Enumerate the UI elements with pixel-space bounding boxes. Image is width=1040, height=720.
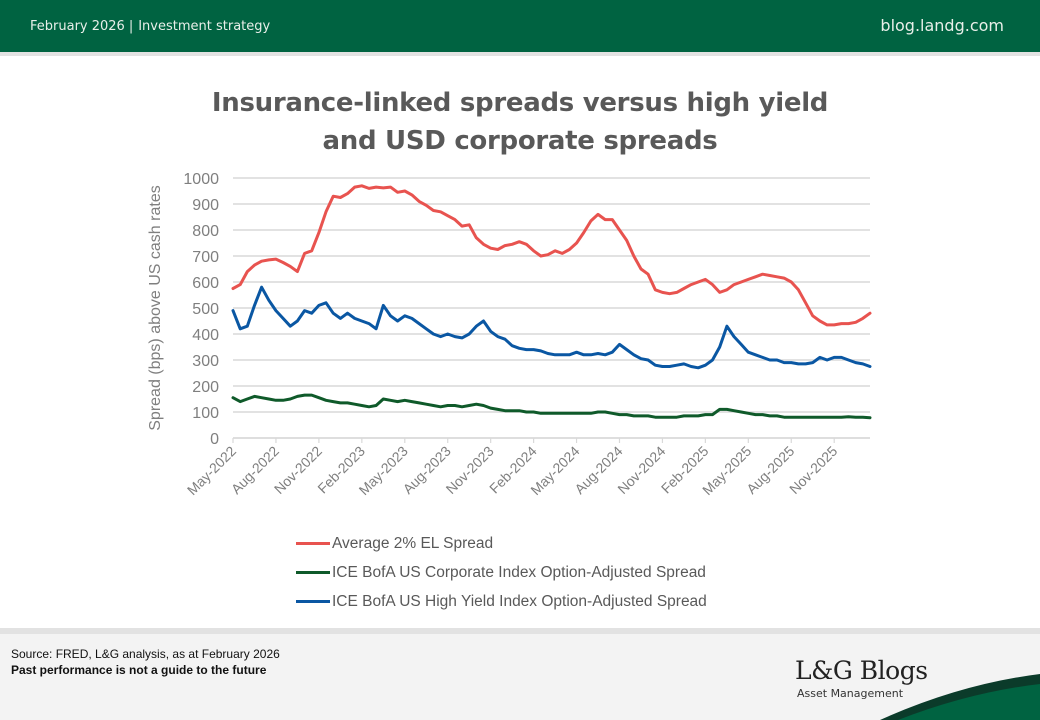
- y-tick-label: 600: [192, 275, 219, 292]
- chart-title-line-2: and USD corporate spreads: [322, 126, 718, 156]
- y-axis-ticks: 0 100 200 300 400 500 600 700 800 900 1000: [183, 171, 219, 448]
- y-tick-label: 400: [192, 327, 219, 344]
- header-date: February 2026: [30, 19, 125, 34]
- gridlines: [233, 177, 870, 439]
- brand-logo[interactable]: L&G Blogs: [795, 656, 928, 685]
- y-tick-label: 100: [192, 405, 219, 422]
- y-tick-label: 1000: [183, 171, 219, 188]
- chart-title-line-1: Insurance-linked spreads versus high yie…: [211, 88, 829, 118]
- brand-swoosh-graphic: [880, 674, 1040, 720]
- legend-swatch-corporate: [296, 571, 330, 574]
- legend-swatch-high-yield: [296, 600, 330, 603]
- series-lines: [231, 184, 872, 420]
- header-category[interactable]: Investment strategy: [138, 19, 271, 34]
- chart-legend: Average 2% EL Spread ICE BofA US Corpora…: [296, 529, 707, 616]
- footer: Source: FRED, L&G analysis, as at Februa…: [0, 634, 1040, 720]
- x-tick-label: Nov-2025: [786, 443, 840, 497]
- header-divider: [0, 52, 1040, 56]
- y-tick-label: 0: [210, 431, 219, 448]
- x-axis-ticks: May-2022Aug-2022Nov-2022Feb-2023May-2023…: [184, 438, 840, 498]
- y-tick-label: 800: [192, 223, 219, 240]
- series-line-el-spread: [231, 184, 872, 327]
- legend-item-el-spread[interactable]: Average 2% EL Spread: [296, 529, 707, 558]
- legend-swatch-el-spread: [296, 542, 330, 545]
- y-tick-label: 500: [192, 301, 219, 318]
- y-tick-label: 200: [192, 379, 219, 396]
- disclaimer: Past performance is not a guide to the f…: [11, 663, 267, 677]
- top-banner: February 2026 | Investment strategy blog.l…: [0, 0, 1040, 52]
- y-tick-label: 900: [192, 197, 219, 214]
- site-link[interactable]: blog.landg.com: [880, 16, 1004, 35]
- chart-title: Insurance-linked spreads versus high yie…: [0, 84, 1040, 160]
- legend-label: ICE BofA US High Yield Index Option-Adju…: [332, 592, 707, 610]
- legend-item-corporate[interactable]: ICE BofA US Corporate Index Option-Adjus…: [296, 558, 707, 587]
- header-separator: |: [128, 19, 134, 34]
- legend-item-high-yield[interactable]: ICE BofA US High Yield Index Option-Adju…: [296, 587, 707, 616]
- footer-divider: [0, 628, 1040, 634]
- series-line-high-yield: [231, 285, 872, 370]
- header-meta: February 2026 | Investment strategy: [30, 19, 270, 34]
- legend-label: ICE BofA US Corporate Index Option-Adjus…: [332, 563, 706, 581]
- legend-label: Average 2% EL Spread: [332, 534, 494, 552]
- y-tick-label: 300: [192, 353, 219, 370]
- line-chart: 0 100 200 300 400 500 600 700 800 900 1000 May-202…: [147, 171, 872, 498]
- y-tick-label: 700: [192, 249, 219, 266]
- brand-subtitle: Asset Management: [797, 687, 904, 700]
- source-note: Source: FRED, L&G analysis, as at Februa…: [11, 647, 280, 661]
- y-axis-label: Spread (bps) above US cash rates: [147, 185, 164, 430]
- series-line-corporate: [231, 393, 872, 420]
